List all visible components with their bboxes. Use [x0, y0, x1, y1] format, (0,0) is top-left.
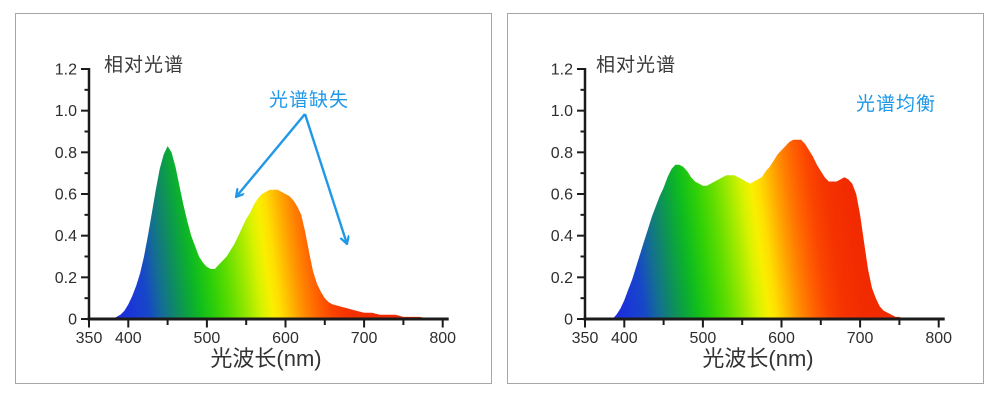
y-axis-tick-label: 0.4 — [55, 228, 77, 245]
chart-panel-spectrum-balanced: 350 400 500 600 700 800 0 0.2 0.4 0.6 0.8 1.0 1.2 相对… — [507, 13, 984, 384]
x-axis-tick-label: 800 — [925, 330, 952, 347]
x-axis-tick-label: 350 — [76, 330, 103, 347]
y-axis-tick-label: 1.0 — [551, 103, 573, 120]
spectrum-plot-balanced: 350 400 500 600 700 800 0 0.2 0.4 0.6 0.8 1.0 1.2 — [551, 62, 952, 347]
x-axis-tick-label: 600 — [272, 330, 299, 347]
x-axis-tick-label: 400 — [115, 330, 142, 347]
annotation-arrow — [303, 113, 347, 244]
y-axis-tick-label: 0.4 — [551, 228, 573, 245]
chart-panel-spectrum-missing: 350 400 500 600 700 800 0 0.2 0.4 0.6 0.8 1.0 1.2 相对… — [15, 13, 492, 384]
x-axis-tick-label: 400 — [611, 330, 638, 347]
spectrum-plot-missing: 350 400 500 600 700 800 0 0.2 0.4 0.6 0.8 1.0 1.2 — [55, 62, 456, 347]
y-axis-tick-label: 0 — [564, 312, 573, 329]
y-axis-tick-label: 0.8 — [551, 145, 573, 162]
chart-title: 相对光谱 — [596, 55, 677, 76]
y-axis-tick-label: 1.2 — [551, 62, 573, 79]
annotation-spectrum-missing: 光谱缺失 — [269, 90, 350, 111]
x-axis-tick-label: 700 — [351, 330, 378, 347]
x-axis-label: 光波长(nm) — [702, 346, 814, 371]
y-axis-tick-label: 0.2 — [55, 270, 77, 287]
y-axis-tick-label: 0.6 — [55, 187, 77, 204]
x-axis-tick-label: 500 — [690, 330, 717, 347]
x-axis-tick-label: 800 — [429, 330, 456, 347]
x-axis-tick-label: 600 — [768, 330, 795, 347]
y-axis-tick-label: 0.6 — [551, 187, 573, 204]
y-axis-tick-label: 1.0 — [55, 103, 77, 120]
y-axis-tick-label: 1.2 — [55, 62, 77, 79]
spectrum-area-curve — [112, 146, 443, 319]
x-axis-tick-label: 700 — [847, 330, 874, 347]
x-axis-label: 光波长(nm) — [210, 346, 322, 371]
chart-title: 相对光谱 — [104, 55, 185, 76]
x-axis-tick-label: 350 — [572, 330, 599, 347]
annotation-arrow — [236, 113, 306, 197]
y-axis-tick-label: 0.2 — [551, 270, 573, 287]
spectrum-area-curve — [612, 139, 908, 319]
y-axis-tick-label: 0.8 — [55, 145, 77, 162]
x-axis-tick-label: 500 — [194, 330, 221, 347]
y-axis-tick-label: 0 — [68, 312, 77, 329]
annotation-spectrum-balanced: 光谱均衡 — [856, 94, 937, 115]
